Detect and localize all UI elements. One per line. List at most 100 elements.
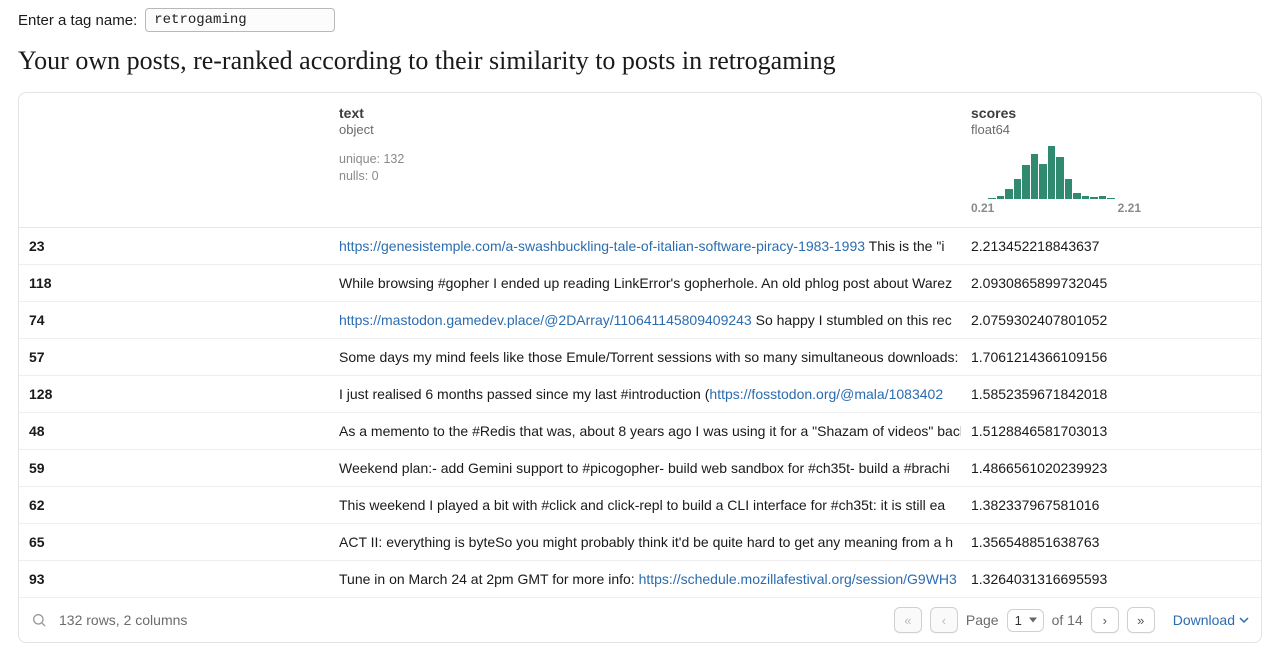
search-icon[interactable]	[31, 612, 47, 628]
row-text: I just realised 6 months passed since my…	[329, 376, 961, 413]
column-dtype-scores: float64	[971, 122, 1251, 137]
histogram-bar	[1056, 157, 1064, 199]
tag-input-label: Enter a tag name:	[18, 12, 137, 29]
row-link[interactable]: https://schedule.mozillafestival.org/ses…	[639, 571, 957, 587]
row-index: 74	[19, 302, 329, 339]
hist-axis-max: 2.21	[1118, 201, 1141, 215]
table-row[interactable]: 59 Weekend plan:- add Gemini support to #…	[19, 450, 1261, 487]
row-text: Tune in on March 24 at 2pm GMT for more …	[329, 561, 961, 598]
histogram-bar	[1090, 197, 1098, 199]
scores-histogram-axis: 0.21 2.21	[971, 201, 1141, 215]
table-row[interactable]: 57 Some days my mind feels like those Emu…	[19, 339, 1261, 376]
table-body: 23 https://genesistemple.com/a-swashbuckl…	[19, 228, 1261, 598]
column-header-scores[interactable]: scores float64 0.21 2.21	[961, 93, 1261, 228]
download-label: Download	[1173, 612, 1235, 628]
table-footer: 132 rows, 2 columns « ‹ Page 1 of 14 › »…	[19, 597, 1261, 642]
row-text-prefix: Tune in on March 24 at 2pm GMT for more …	[339, 571, 639, 587]
column-dtype-text: object	[339, 122, 951, 137]
row-score: 1.382337967581016	[961, 487, 1261, 524]
first-page-button[interactable]: «	[894, 607, 922, 633]
table-row[interactable]: 128I just realised 6 months passed since…	[19, 376, 1261, 413]
row-text: ACT II: everything is byteSo you might p…	[329, 524, 961, 561]
row-score: 2.0930865899732045	[961, 265, 1261, 302]
row-text: Weekend plan:- add Gemini support to #pi…	[329, 450, 961, 487]
row-link[interactable]: https://fosstodon.org/@mala/1083402	[709, 386, 943, 402]
histogram-bar	[1073, 193, 1081, 199]
row-text: Some days my mind feels like those Emule…	[329, 339, 961, 376]
row-index: 57	[19, 339, 329, 376]
rows-summary: 132 rows, 2 columns	[59, 612, 187, 628]
histogram-bar	[988, 198, 996, 199]
row-link[interactable]: https://genesistemple.com/a-swashbucklin…	[339, 238, 865, 254]
row-score: 2.0759302407801052	[961, 302, 1261, 339]
row-text: https://genesistemple.com/a-swashbucklin…	[329, 228, 961, 265]
next-page-button[interactable]: ›	[1091, 607, 1119, 633]
hist-axis-min: 0.21	[971, 201, 994, 215]
row-text-plain: While browsing #gopher I ended up readin…	[339, 275, 952, 291]
table-row[interactable]: 118 While browsing #gopher I ended up rea…	[19, 265, 1261, 302]
histogram-bar	[1099, 196, 1107, 199]
scores-histogram	[971, 141, 1141, 199]
row-index: 48	[19, 413, 329, 450]
tag-input-row: Enter a tag name:	[18, 8, 1262, 32]
row-index: 59	[19, 450, 329, 487]
row-score: 1.4866561020239923	[961, 450, 1261, 487]
tag-name-input[interactable]	[145, 8, 335, 32]
row-text: This weekend I played a bit with #click …	[329, 487, 961, 524]
results-table-container: text object unique: 132 nulls: 0 scores …	[18, 92, 1262, 643]
prev-page-button[interactable]: ‹	[930, 607, 958, 633]
table-row[interactable]: 48 As a memento to the #Redis that was, a…	[19, 413, 1261, 450]
row-text-suffix: So happy I stumbled on this rec	[752, 312, 952, 328]
row-text-plain: Weekend plan:- add Gemini support to #pi…	[339, 460, 950, 476]
row-index: 118	[19, 265, 329, 302]
histogram-bar	[1107, 198, 1115, 199]
histogram-bar	[1005, 189, 1013, 199]
table-row[interactable]: 74 https://mastodon.gamedev.place/@2DArra…	[19, 302, 1261, 339]
row-text-plain: ACT II: everything is byteSo you might p…	[339, 534, 953, 550]
footer-left: 132 rows, 2 columns	[31, 612, 187, 628]
row-text: As a memento to the #Redis that was, abo…	[329, 413, 961, 450]
download-button[interactable]: Download	[1173, 612, 1249, 628]
histogram-bar	[1048, 146, 1056, 199]
histogram-bar	[1082, 196, 1090, 199]
chevron-down-icon	[1239, 615, 1249, 625]
page-total: of 14	[1052, 612, 1083, 628]
row-text-plain: Some days my mind feels like those Emule…	[339, 349, 958, 365]
row-index: 65	[19, 524, 329, 561]
histogram-bar	[1022, 165, 1030, 199]
row-text-plain: As a memento to the #Redis that was, abo…	[339, 423, 961, 439]
histogram-bar	[1065, 179, 1073, 199]
row-text: While browsing #gopher I ended up readin…	[329, 265, 961, 302]
row-score: 2.213452218843637	[961, 228, 1261, 265]
row-text: https://mastodon.gamedev.place/@2DArray/…	[329, 302, 961, 339]
page-select-wrap: 1	[1007, 609, 1044, 632]
last-page-button[interactable]: »	[1127, 607, 1155, 633]
page-select[interactable]: 1	[1007, 609, 1044, 632]
histogram-bar	[1014, 179, 1022, 199]
row-score: 1.5852359671842018	[961, 376, 1261, 413]
table-row[interactable]: 62 This weekend I played a bit with #clic…	[19, 487, 1261, 524]
row-link[interactable]: https://mastodon.gamedev.place/@2DArray/…	[339, 312, 752, 328]
column-meta-text: unique: 132 nulls: 0	[339, 151, 951, 185]
row-text-suffix: This is the "i	[865, 238, 944, 254]
row-index: 23	[19, 228, 329, 265]
row-score: 1.7061214366109156	[961, 339, 1261, 376]
column-header-text[interactable]: text object unique: 132 nulls: 0	[329, 93, 961, 228]
table-row[interactable]: 23 https://genesistemple.com/a-swashbuckl…	[19, 228, 1261, 265]
column-meta-unique: unique: 132	[339, 151, 951, 168]
row-index: 62	[19, 487, 329, 524]
page-label: Page	[966, 612, 999, 628]
histogram-bar	[1031, 154, 1039, 199]
histogram-bar	[1039, 164, 1047, 199]
table-row[interactable]: 93 Tune in on March 24 at 2pm GMT for mor…	[19, 561, 1261, 598]
column-header-index	[19, 93, 329, 228]
row-score: 1.5128846581703013	[961, 413, 1261, 450]
row-index: 128	[19, 376, 329, 413]
footer-right: « ‹ Page 1 of 14 › » Download	[894, 607, 1249, 633]
table-row[interactable]: 65 ACT II: everything is byteSo you might…	[19, 524, 1261, 561]
row-text-plain: This weekend I played a bit with #click …	[339, 497, 945, 513]
row-index: 93	[19, 561, 329, 598]
histogram-bar	[997, 196, 1005, 199]
results-table: text object unique: 132 nulls: 0 scores …	[19, 93, 1261, 597]
row-score: 1.356548851638763	[961, 524, 1261, 561]
